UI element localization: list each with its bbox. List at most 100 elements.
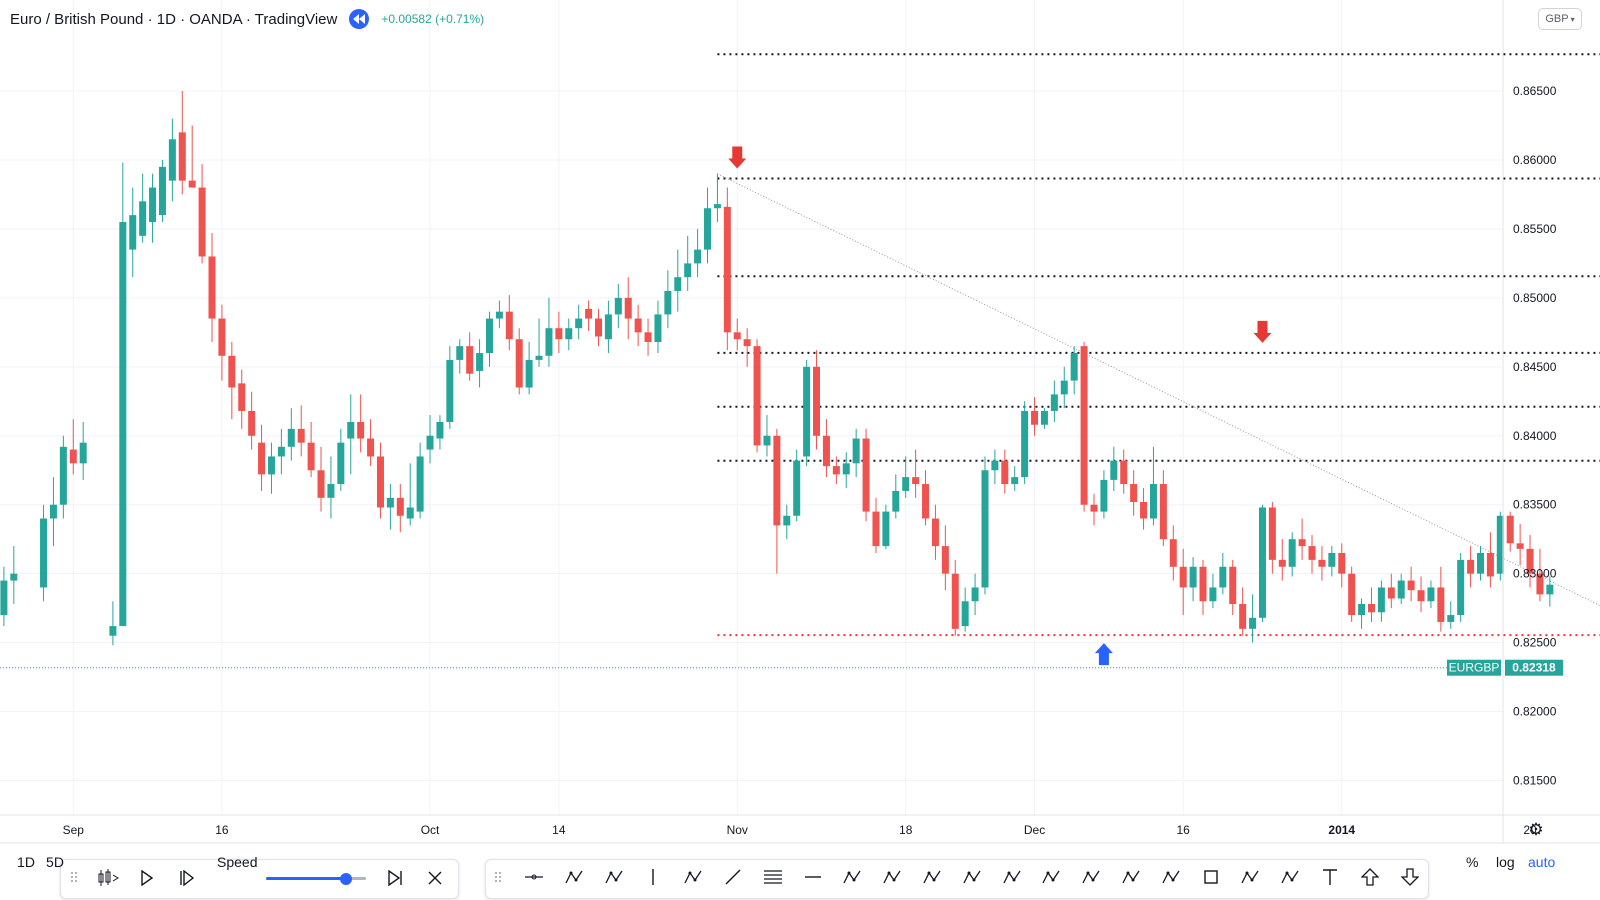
wave-icon[interactable] (1117, 864, 1145, 890)
grid (0, 0, 1503, 815)
arrow-down-icon (1253, 320, 1272, 343)
candles (0, 91, 1554, 646)
currency-select[interactable]: GBP ▾ (1538, 8, 1582, 30)
replay-icon[interactable] (349, 9, 370, 29)
candle-up (476, 353, 484, 371)
candle-down (1318, 559, 1326, 567)
interval-1d-button[interactable]: 1D (17, 854, 35, 870)
gear-icon[interactable]: ⚙ (1528, 820, 1543, 839)
candle-up (1328, 552, 1336, 567)
auto-toggle[interactable]: auto (1528, 854, 1556, 870)
x-tick-label: 18 (899, 823, 913, 837)
drag-handle-icon[interactable]: ⠿ (492, 869, 504, 886)
trend-line-icon[interactable] (719, 864, 747, 890)
position-icon[interactable] (1236, 864, 1264, 890)
step-forward-icon[interactable] (176, 866, 198, 890)
fib-retracement: 1.272(0.86767)1(0.85866)0.786(0.85157)0.… (717, 53, 1600, 637)
x-tick-label: 16 (1177, 823, 1191, 837)
candle-down (644, 332, 652, 342)
pattern-icon[interactable] (878, 864, 906, 890)
candle-up (545, 328, 553, 356)
candle-down (832, 466, 840, 475)
percent-toggle[interactable]: % (1466, 854, 1479, 870)
cursor-line-icon[interactable] (520, 864, 548, 890)
candle-up (287, 428, 295, 447)
interval-5d-button[interactable]: 5D (46, 854, 64, 870)
abcd-icon[interactable] (998, 864, 1026, 890)
x-tick-label: 2014 (1328, 823, 1355, 837)
candle-down (1278, 559, 1286, 567)
candle-up (1447, 615, 1455, 622)
candle-up (485, 318, 493, 354)
candle-up (674, 277, 682, 291)
horizontal-line-icon[interactable] (799, 864, 827, 890)
candle-down (188, 180, 196, 188)
candle-up (763, 435, 771, 446)
candle-up (347, 421, 355, 439)
drag-handle-icon[interactable]: ⠿ (68, 869, 80, 886)
elliott-icon[interactable] (918, 864, 946, 890)
head-shoulders-icon[interactable] (1037, 864, 1065, 890)
parallel-channel-icon[interactable] (560, 864, 588, 890)
candle-up (1457, 559, 1465, 616)
candle-down (367, 438, 375, 457)
trendline (0, 173, 1600, 669)
x-tick-label: 14 (552, 823, 566, 837)
candle-up (1070, 353, 1078, 381)
xabcd-icon[interactable] (958, 864, 986, 890)
candle-up (0, 580, 8, 616)
candle-up (664, 290, 672, 315)
y-tick-label: 0.84000 (1513, 429, 1557, 443)
gann-icon[interactable] (838, 864, 866, 890)
last-price-label: 0.82318 (1512, 661, 1556, 675)
fib-icon[interactable] (759, 864, 787, 890)
candle-down (178, 132, 186, 181)
candle-down (208, 256, 216, 319)
cypher-icon[interactable] (1077, 864, 1105, 890)
candle-up (1149, 484, 1157, 519)
candle-up (902, 477, 910, 491)
candle-down (1090, 504, 1098, 512)
projection-icon[interactable] (1276, 864, 1304, 890)
triangle-pattern-icon[interactable] (1157, 864, 1185, 890)
candle-up (10, 573, 18, 581)
path-icon[interactable] (679, 864, 707, 890)
candle-down (1268, 507, 1276, 560)
candle-up (158, 166, 166, 216)
drawing-toolbar (485, 859, 1429, 899)
candle-up (892, 490, 900, 512)
speed-slider-knob[interactable] (340, 873, 352, 885)
candle-up (119, 222, 127, 627)
price-change: +0.00582 (+0.71%) (381, 12, 485, 26)
candle-down (822, 435, 830, 467)
candle-down (743, 339, 751, 347)
candle-down (1229, 566, 1237, 605)
candle-down (1536, 573, 1544, 595)
candle-up (1476, 552, 1484, 574)
close-icon[interactable] (424, 866, 446, 890)
vertical-line-icon[interactable] (639, 864, 667, 890)
jump-to-realtime-icon[interactable] (384, 866, 406, 890)
play-icon[interactable] (136, 866, 158, 890)
pitchfork-icon[interactable] (600, 864, 628, 890)
candle-up (1496, 515, 1504, 574)
arrow-up-tool-icon[interactable] (1356, 864, 1384, 890)
y-tick-label: 0.81500 (1513, 774, 1557, 788)
candle-up (1358, 604, 1366, 616)
x-tick-label: Dec (1024, 823, 1045, 837)
candle-down (238, 383, 246, 411)
candle-down (1159, 484, 1167, 540)
candle-down (69, 449, 77, 464)
candle-down (258, 442, 266, 475)
rectangle-icon[interactable] (1197, 864, 1225, 890)
arrow-down-tool-icon[interactable] (1396, 864, 1424, 890)
candle-up (961, 601, 969, 627)
jump-to-icon[interactable] (95, 866, 121, 890)
candle-up (386, 497, 394, 508)
text-icon[interactable] (1316, 864, 1344, 890)
log-toggle[interactable]: log (1496, 854, 1515, 870)
candle-up (277, 446, 285, 457)
candle-up (604, 314, 612, 340)
candle-up (406, 507, 414, 519)
